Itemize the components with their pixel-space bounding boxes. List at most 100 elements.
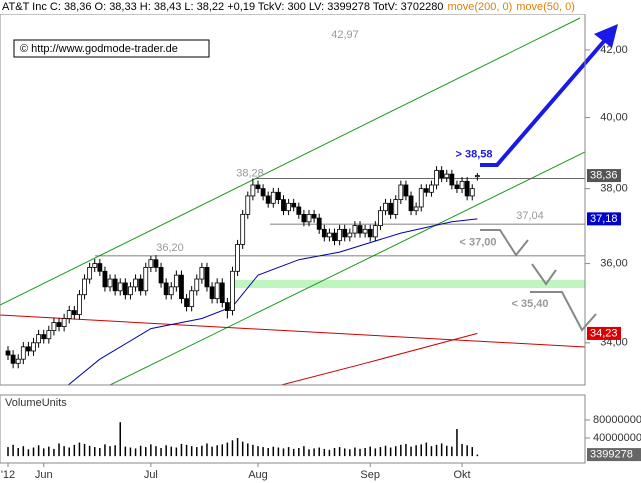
volume-bar (308, 449, 310, 457)
candle-body (423, 188, 429, 193)
candle-body (378, 210, 383, 226)
volume-bar (83, 443, 86, 457)
volume-badge-label: 3399278 (590, 448, 633, 460)
x-tick-label: Okt (453, 469, 470, 481)
volume-bar (150, 444, 152, 457)
legend-entry: move(50, 0) (516, 1, 575, 13)
volume-bar (206, 443, 208, 457)
volume-bar (22, 446, 25, 457)
candle-body (439, 170, 445, 179)
volume-bar (318, 447, 320, 457)
candle-body (321, 228, 327, 238)
volume-bar (435, 444, 438, 457)
volume-bar (445, 445, 448, 457)
volume-bar (379, 447, 382, 457)
candle-body (148, 259, 154, 268)
candle-body (362, 228, 368, 234)
candle-body (429, 184, 434, 193)
volume-bar (114, 445, 116, 457)
volume-bar (440, 443, 443, 457)
candle-body (15, 358, 21, 364)
volume-bar (252, 444, 254, 457)
x-tick-label: Jun (35, 469, 53, 481)
candle-body (36, 334, 42, 344)
candle-body (82, 278, 87, 296)
volume-bar (476, 454, 479, 457)
candle-body (194, 278, 200, 292)
candle-body (352, 225, 358, 234)
candle-body (10, 354, 16, 364)
volume-bar (241, 441, 244, 457)
volume-bar (272, 446, 275, 457)
volume-tick-label: 40000000 (593, 432, 641, 444)
volume-bar (400, 444, 402, 457)
moving-average (67, 218, 478, 385)
volume-bar (216, 445, 218, 457)
volume-bar (333, 447, 336, 457)
candle-body (138, 278, 144, 292)
volume-bar (196, 447, 198, 457)
y-tick-label: 42,00 (600, 44, 628, 56)
volume-bar (328, 449, 331, 457)
volume-bar (93, 447, 96, 457)
candle-body (133, 278, 138, 288)
price-badge-label: 37,18 (590, 213, 618, 225)
volume-bar (461, 443, 463, 457)
annotation: < 35,40 (511, 298, 548, 310)
candle-body (357, 225, 363, 234)
volume-bar (88, 445, 91, 457)
annotation: 42,97 (331, 29, 359, 41)
candle-body (173, 274, 179, 288)
candle-body (398, 184, 404, 201)
candle-body (408, 195, 414, 212)
volume-bar (155, 446, 157, 457)
volume-bar (119, 422, 121, 457)
candle-body (97, 263, 103, 272)
candle-body (301, 213, 307, 223)
volume-bar (48, 446, 50, 457)
volume-bar (165, 445, 167, 457)
volume-bar (190, 446, 193, 457)
volume-bar (343, 448, 346, 457)
volume-bar (359, 448, 361, 457)
overlay (0, 17, 585, 385)
y-tick-label: 38,00 (600, 183, 628, 195)
x-tick-label: Aug (248, 469, 268, 481)
candle-body (77, 294, 82, 315)
candle-body (393, 199, 399, 215)
annotation: 36,20 (156, 242, 184, 254)
volume-bar (180, 443, 183, 457)
volume-bar (12, 444, 14, 457)
candle-body (163, 282, 169, 296)
volume-bar (221, 444, 224, 457)
candle-body (388, 202, 394, 215)
volume-bar (303, 446, 305, 457)
volume-bar (430, 446, 433, 457)
candle-body (71, 310, 77, 315)
candle-body (240, 213, 246, 245)
candle-body (26, 346, 31, 352)
candle-body (270, 191, 276, 204)
volume-bar (27, 449, 30, 457)
scenario-arrow (531, 263, 557, 286)
candle-body (444, 173, 450, 179)
volume-bar (451, 446, 453, 457)
candle-body (474, 175, 480, 178)
volume-bar (257, 446, 259, 457)
candle-body (20, 346, 26, 360)
volume-bar (68, 447, 70, 457)
volume-bar (37, 445, 40, 457)
candle-body (337, 228, 343, 242)
candle-body (51, 322, 57, 332)
volume-bar (384, 445, 387, 457)
candle-body (235, 244, 240, 272)
volume-bar (247, 443, 249, 457)
watermark: © http://www.godmode-trader.de (20, 43, 178, 55)
volume-bar (323, 448, 326, 457)
arrow-head (594, 24, 618, 48)
volume-bar (298, 447, 300, 457)
volume-bar (124, 446, 127, 457)
volume-bar (32, 447, 35, 457)
candle-body (316, 217, 322, 230)
